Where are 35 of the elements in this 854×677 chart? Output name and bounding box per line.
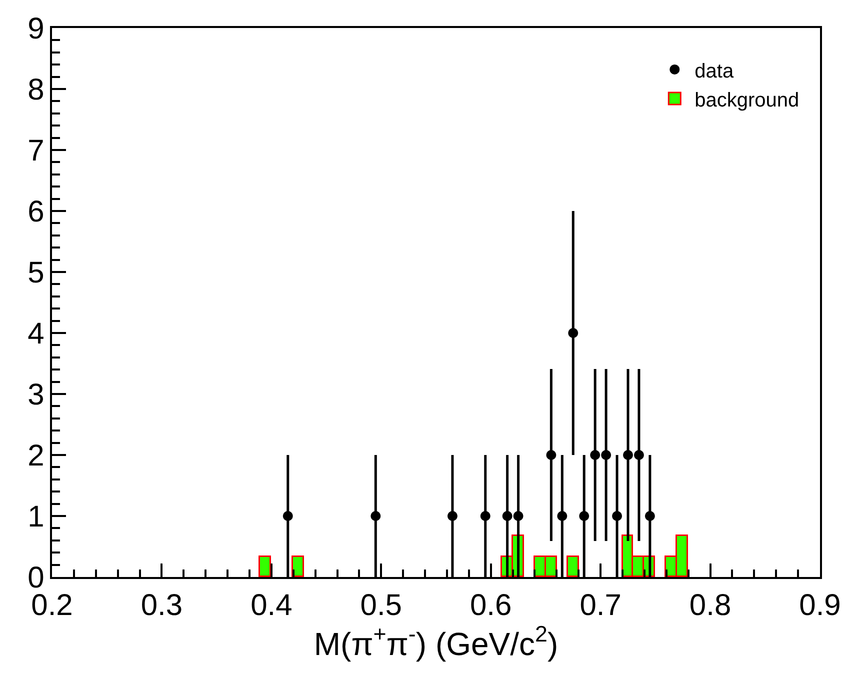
point — [447, 511, 458, 521]
point — [502, 511, 512, 521]
y-tick-label: 2 — [28, 440, 44, 472]
x-axis-title: M(π$^{+}$π$^{-}$) (GeV/c$^{2}$) — [314, 622, 558, 662]
point — [634, 450, 644, 460]
point — [590, 450, 600, 460]
point — [480, 511, 490, 521]
point — [623, 450, 633, 460]
point — [612, 511, 622, 521]
y-tick-label: 6 — [28, 196, 44, 228]
y-tick-label: 1 — [28, 500, 44, 534]
point — [557, 511, 568, 521]
y-tick-label: 5 — [28, 256, 44, 290]
point — [370, 511, 381, 521]
legend-label: background — [694, 89, 800, 112]
point — [546, 450, 556, 460]
point — [282, 511, 293, 521]
x-tick-label: 0.9 — [799, 588, 841, 622]
y-tick-label: 9 — [28, 12, 44, 46]
y-tick-label: 4 — [28, 318, 44, 350]
y-tick-label: 8 — [28, 74, 44, 106]
x-tick-label: 0.6 — [470, 588, 512, 622]
x-tick-label: 0.5 — [360, 588, 402, 622]
point — [644, 511, 655, 521]
x-tick-label: 0.4 — [250, 588, 292, 622]
point — [513, 511, 524, 521]
x-tick-label: 0.7 — [580, 588, 622, 622]
y-tick-label: 3 — [28, 378, 44, 412]
legend-label: data — [694, 60, 734, 82]
point — [601, 450, 612, 460]
x-tick-label: 0.8 — [689, 588, 732, 622]
point — [568, 328, 578, 338]
y-tick-label: 7 — [28, 134, 44, 168]
point — [579, 511, 590, 521]
x-tick-label: 0.3 — [140, 588, 183, 622]
